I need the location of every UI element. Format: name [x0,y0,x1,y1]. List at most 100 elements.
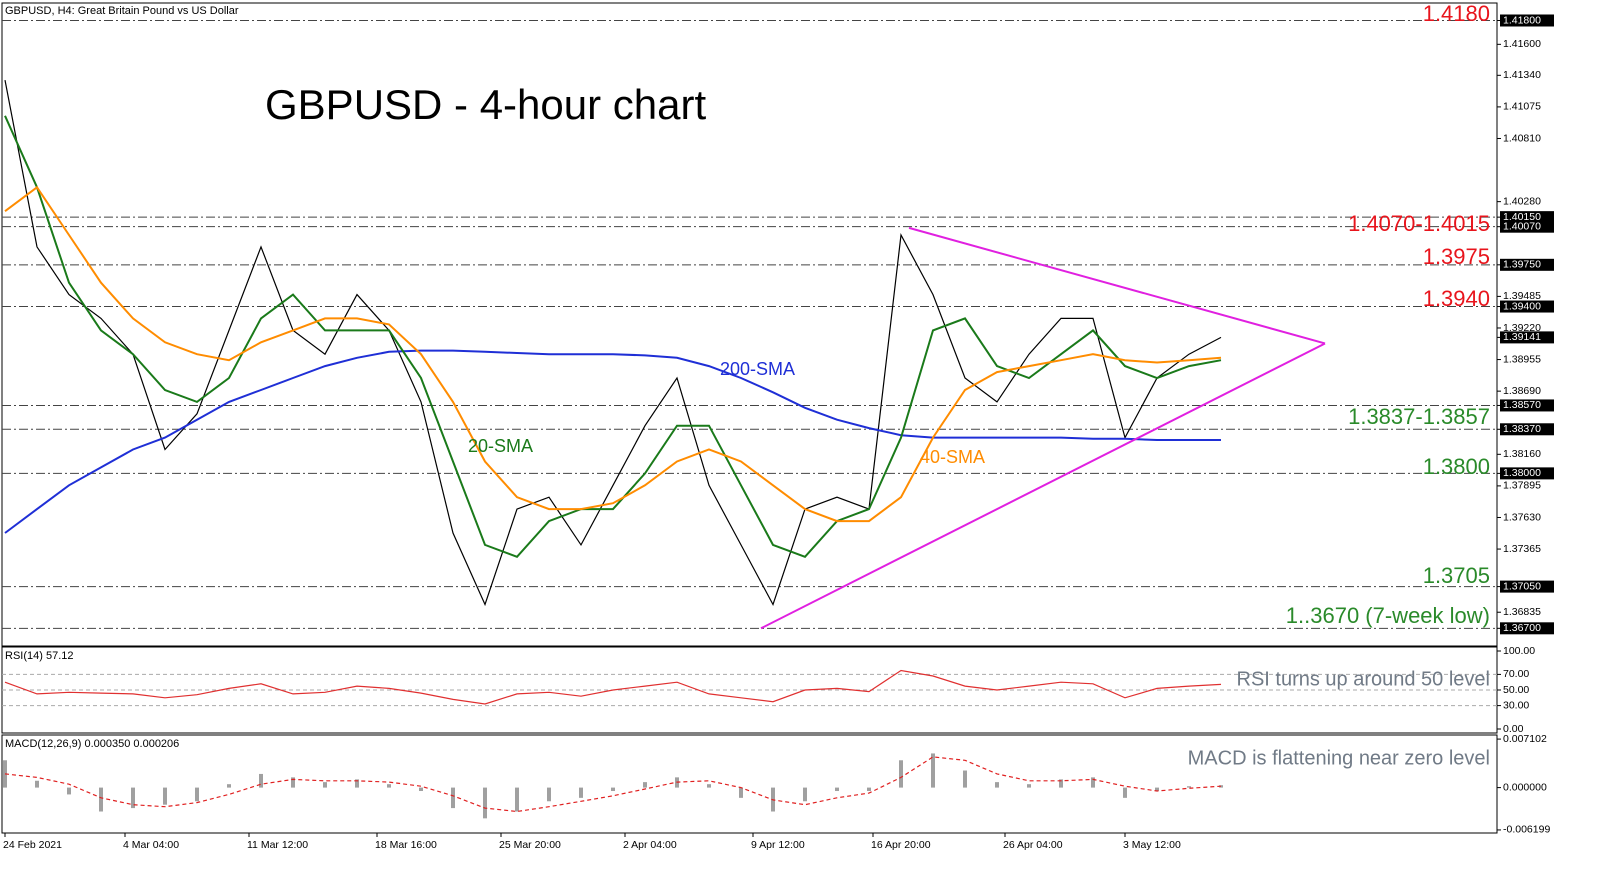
series-label: 40-SMA [920,447,985,467]
price-line [4,669,1222,705]
x-tick-label: 18 Mar 16:00 [375,839,437,851]
macd-panel [1,734,1498,834]
y-tick-label: 1.40280 [1503,195,1541,207]
y-tick-label: 1.40150 [1503,211,1541,223]
y-tick-label: 1.41075 [1503,101,1541,113]
x-tick-label: 3 May 12:00 [1123,839,1181,851]
histogram-bar [867,787,871,792]
histogram-bar [515,787,519,812]
y-tick-label: 1.41340 [1503,69,1541,81]
y-tick-highlight [1500,399,1554,412]
y-tick-highlight [1500,14,1554,27]
y-tick-label: 70.00 [1503,668,1529,680]
histogram-bar [547,787,551,802]
y-tick-label: 50.00 [1503,684,1529,696]
series-line [4,349,1221,534]
y-tick-highlight [1500,220,1554,233]
histogram-bar [355,779,359,788]
histogram-bar [163,787,167,805]
x-tick-label: 2 Apr 04:00 [623,839,677,851]
histogram-bar [131,787,135,809]
y-tick-highlight [1500,258,1554,271]
y-tick-label: 1.36835 [1503,606,1541,618]
y-tick-label: 1.41800 [1503,14,1541,26]
y-tick-label: 30.00 [1503,699,1529,711]
y-tick-label: 1.39220 [1503,322,1541,334]
histogram-bar [259,773,263,788]
histogram-bar [35,780,39,788]
histogram-bar [323,782,327,788]
histogram-bar [99,787,103,812]
y-tick-label: 1.38160 [1503,448,1541,460]
annotation: 1.3975 [1423,244,1490,269]
x-tick-label: 24 Feb 2021 [3,839,62,851]
y-tick-label: 1.38370 [1503,423,1541,435]
series-label: 200-SMA [720,359,795,379]
histogram-bar [387,784,391,788]
y-tick-highlight [1500,211,1554,224]
y-tick-highlight [1500,467,1554,480]
y-tick-highlight [1500,300,1554,313]
y-tick-label: 1.39750 [1503,259,1541,271]
rsi-title: RSI(14) 57.12 [5,650,73,662]
y-tick-label: 1.38955 [1503,353,1541,365]
annotation: 1.3705 [1423,563,1490,588]
annotation: 1.4180 [1423,1,1490,26]
y-tick-label: 1.39485 [1503,290,1541,302]
y-tick-label: 1.38000 [1503,467,1541,479]
histogram-bar [451,787,455,809]
histogram-bar [579,787,583,798]
series-label: 20-SMA [468,436,533,456]
y-tick-label: 1.41600 [1503,38,1541,50]
histogram-bar [963,770,967,788]
price-panel [1,2,1498,647]
y-tick-label: 1.37365 [1503,543,1541,555]
annotation: 1.4070-1.4015 [1348,211,1490,236]
histogram-bar [227,784,231,788]
histogram-bar [899,760,903,788]
y-tick-label: 100.00 [1503,645,1535,657]
y-tick-label: 1.36700 [1503,622,1541,634]
trendline [760,342,1326,630]
histogram-bar [1027,784,1031,788]
annotation: RSI turns up around 50 level [1237,668,1491,690]
histogram-bar [835,787,839,792]
y-tick-label: -0.006199 [1503,824,1550,836]
series-line [4,115,1222,558]
x-tick-label: 4 Mar 04:00 [123,839,179,851]
series-line [4,185,1222,523]
x-tick-label: 26 Apr 04:00 [1003,839,1063,851]
chart-title: GBPUSD - 4-hour chart [265,81,706,128]
histogram-bar [803,787,807,802]
y-tick-label: 1.40070 [1503,220,1541,232]
y-tick-label: 0.007102 [1503,733,1547,745]
annotation: MACD is flattening near zero level [1188,747,1490,769]
histogram-bar [419,787,423,792]
y-tick-label: 1.38690 [1503,385,1541,397]
x-tick-label: 9 Apr 12:00 [751,839,805,851]
histogram-bar [67,787,71,795]
y-tick-label: 1.37630 [1503,511,1541,523]
histogram-bar [611,787,615,792]
price-line [4,79,1222,607]
annotation: 1.3837-1.3857 [1348,404,1490,429]
annotation: 1..3670 (7-week low) [1286,603,1490,628]
y-tick-highlight [1500,622,1554,635]
histogram-bar [931,753,935,788]
histogram-bar [291,777,295,788]
histogram-bar [707,784,711,788]
trendline [908,226,1326,345]
y-tick-label: 1.38570 [1503,399,1541,411]
histogram-bar [1091,777,1095,788]
y-tick-label: 1.37895 [1503,480,1541,492]
histogram-bar [995,782,999,788]
annotation: 1.3800 [1423,454,1490,479]
y-tick-highlight [1500,423,1554,436]
histogram-bar [1123,787,1127,798]
histogram-bar [483,787,487,819]
histogram-bar [1059,779,1063,788]
y-tick-highlight [1500,331,1554,344]
histogram-bar [195,787,199,802]
series-line [4,756,1222,813]
